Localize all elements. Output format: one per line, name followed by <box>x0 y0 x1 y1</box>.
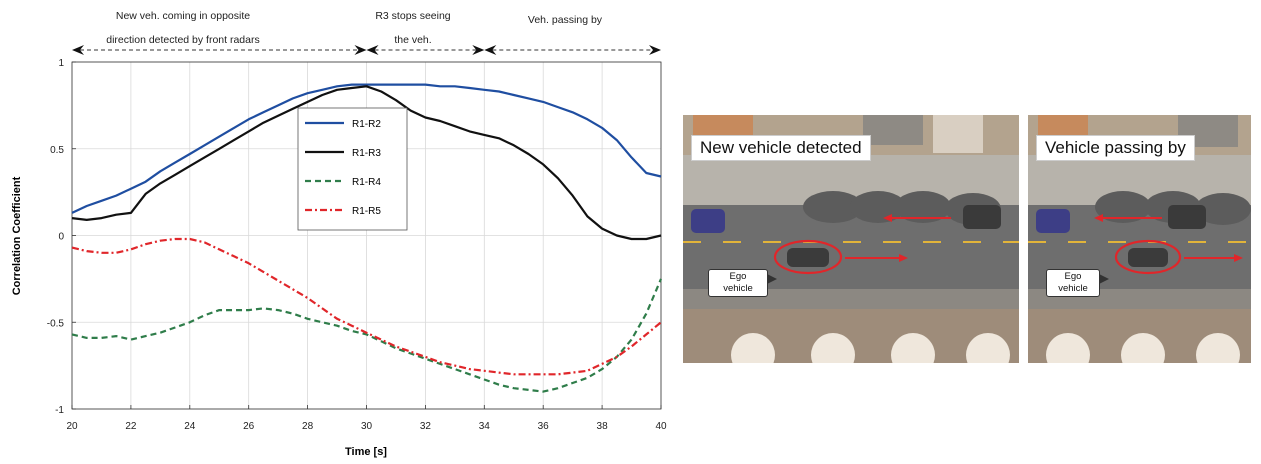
annotation-detected-line1: New veh. coming in opposite <box>115 10 251 22</box>
annotation-arrowhead <box>72 45 84 55</box>
legend-label-r1-r2: R1-R2 <box>352 119 381 130</box>
y-tick-label: -1 <box>55 405 64 416</box>
annotation-stops-seeing: R3 stops seeing the veh. <box>358 10 468 46</box>
x-tick-label: 26 <box>243 421 255 432</box>
annotation-arrowhead <box>484 45 497 55</box>
x-tick-label: 22 <box>125 421 137 432</box>
legend-label-r1-r4: R1-R4 <box>352 177 381 188</box>
x-axis-label: Time [s] <box>345 446 387 458</box>
x-tick-label: 32 <box>420 421 432 432</box>
correlation-chart: 20 22 24 26 28 30 32 34 36 38 40 -1 -0.5 0 0.5 1 Time [… <box>11 45 667 458</box>
annotation-passing-line1: Veh. passing by <box>527 14 603 26</box>
series-line-r1-r2 <box>71 83 662 214</box>
passing-vehicle <box>1168 205 1206 229</box>
ego-vehicle-label: Ego vehicle <box>708 269 777 297</box>
annotation-arrowhead <box>366 45 379 55</box>
x-tick-label: 28 <box>302 421 314 432</box>
scene-new-vehicle-detected: New vehicle detected Ego vehicle <box>683 115 1019 363</box>
annotation-passing: Veh. passing by <box>500 14 630 26</box>
ego-label-line2: vehicle <box>1058 283 1088 294</box>
x-tick-label: 30 <box>361 421 373 432</box>
annotation-arrowhead <box>472 45 485 55</box>
parked-blue-car <box>691 209 725 233</box>
ego-car <box>1128 248 1168 267</box>
x-tick-label: 36 <box>538 421 550 432</box>
annotation-detected: New veh. coming in opposite direction de… <box>78 10 288 46</box>
ego-car <box>787 248 829 267</box>
annotation-stops-line1: R3 stops seeing <box>375 10 451 22</box>
series-line-r1-r4 <box>71 278 663 393</box>
y-tick-label: 0 <box>58 232 64 243</box>
y-tick-label: -0.5 <box>47 318 65 329</box>
annotation-arrowhead <box>354 45 367 55</box>
annotation-detected-line2: direction detected by front radars <box>106 34 260 46</box>
ego-label-line1: Ego <box>729 271 747 282</box>
x-tick-label: 20 <box>66 421 78 432</box>
series-line-r1-r3 <box>71 85 662 241</box>
y-axis-label: Correlation Coefficient <box>11 176 23 295</box>
ego-label-line2: vehicle <box>723 283 753 294</box>
chart-legend: R1-R2 R1-R3 R1-R4 R1-R5 <box>297 107 408 231</box>
y-tick-label: 0.5 <box>50 145 64 156</box>
legend-label-r1-r5: R1-R5 <box>352 206 381 217</box>
x-tick-label: 40 <box>655 421 667 432</box>
ego-highlight-ellipse <box>1114 239 1182 275</box>
legend-label-r1-r3: R1-R3 <box>352 148 381 159</box>
x-tick-label: 34 <box>479 421 491 432</box>
x-tick-label: 38 <box>597 421 609 432</box>
scene-caption: Vehicle passing by <box>1036 135 1195 161</box>
y-tick-label: 1 <box>58 58 64 69</box>
parked-blue-car <box>1036 209 1070 233</box>
scene-vehicle-passing-by: Vehicle passing by Ego vehicle <box>1028 115 1251 363</box>
series-line-r1-r5 <box>71 237 662 376</box>
oncoming-vehicle <box>963 205 1001 229</box>
ego-highlight-ellipse <box>773 239 843 275</box>
ego-label-line1: Ego <box>1064 271 1082 282</box>
x-tick-label: 24 <box>184 421 196 432</box>
scene-drawing <box>683 115 1019 363</box>
annotation-arrowhead <box>649 45 661 55</box>
scene-caption: New vehicle detected <box>691 135 871 161</box>
annotation-stops-line2: the veh. <box>394 34 432 46</box>
ego-vehicle-label: Ego vehicle <box>1046 269 1109 297</box>
